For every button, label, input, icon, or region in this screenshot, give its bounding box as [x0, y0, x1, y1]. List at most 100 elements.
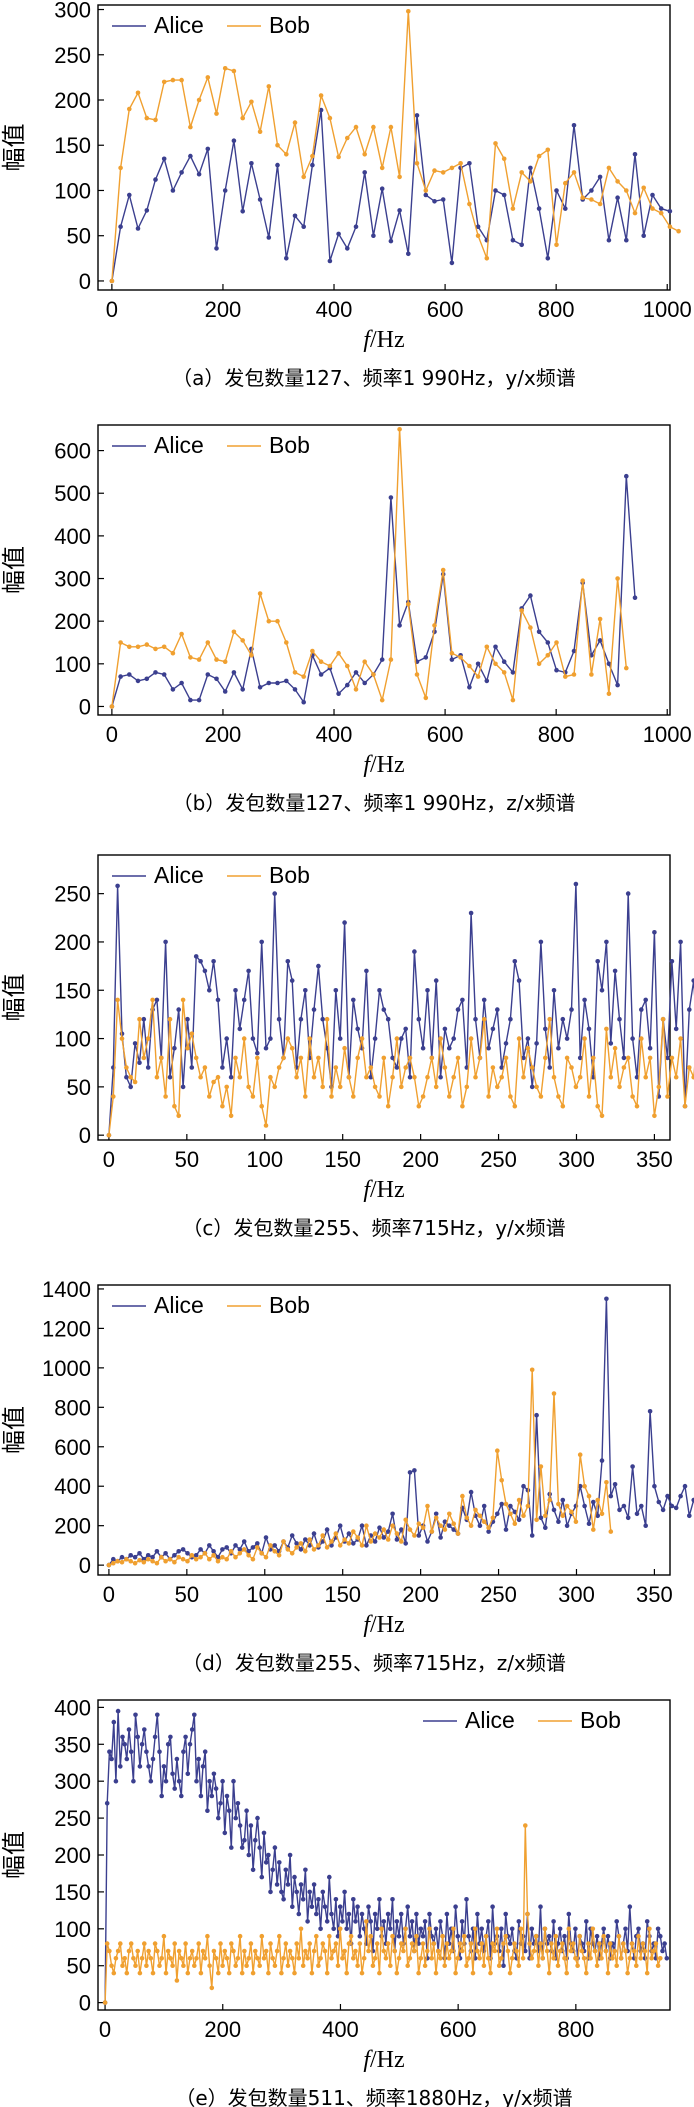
data-point-bob — [660, 1016, 666, 1022]
data-point-alice — [359, 1911, 365, 1917]
data-point-bob — [595, 1497, 600, 1503]
data-point-alice — [137, 1551, 142, 1556]
data-point-bob — [582, 1483, 587, 1489]
data-point-alice — [303, 1537, 308, 1542]
x-tick-label: 600 — [427, 297, 464, 322]
data-point-alice — [438, 1535, 443, 1540]
data-point-bob — [597, 616, 603, 622]
data-point-alice — [516, 1517, 522, 1523]
data-point-alice — [233, 1543, 238, 1548]
data-point-bob — [554, 640, 559, 645]
data-point-bob — [573, 1084, 579, 1090]
data-point-bob — [231, 68, 237, 74]
data-point-bob — [345, 135, 350, 141]
data-point-alice — [353, 1919, 358, 1924]
data-point-alice — [623, 1926, 628, 1932]
data-point-bob — [364, 1919, 369, 1924]
y-tick-label: 100 — [54, 652, 91, 677]
data-point-bob — [656, 1084, 662, 1090]
data-point-alice — [390, 1511, 395, 1517]
data-point-bob — [207, 1556, 212, 1562]
data-point-bob — [372, 1084, 378, 1090]
x-tick-label: 600 — [440, 2017, 477, 2042]
data-point-alice — [399, 1036, 404, 1041]
data-point-alice — [185, 1551, 190, 1556]
data-point-bob — [215, 1558, 221, 1564]
data-point-bob — [651, 1948, 657, 1954]
data-point-alice — [289, 978, 295, 983]
x-tick-label: 200 — [204, 2017, 241, 2042]
data-point-bob — [287, 1948, 293, 1954]
data-point-alice — [194, 1778, 199, 1784]
data-point-alice — [170, 188, 176, 193]
data-point-bob — [272, 1963, 278, 1968]
x-tick-label: 350 — [636, 1147, 673, 1172]
data-point-alice — [314, 1911, 319, 1917]
data-point-alice — [422, 1919, 428, 1924]
data-point-bob — [493, 141, 498, 146]
data-point-bob — [368, 1933, 374, 1939]
data-point-bob — [440, 170, 446, 175]
data-point-bob — [372, 1531, 378, 1536]
data-point-bob — [451, 1521, 457, 1526]
data-point-bob — [241, 1547, 247, 1552]
data-point-bob — [193, 1556, 199, 1562]
data-point-alice — [289, 1533, 295, 1538]
data-point-bob — [669, 1055, 675, 1061]
data-point-bob — [534, 1517, 539, 1523]
data-point-alice — [665, 1055, 670, 1061]
data-point-bob — [240, 115, 245, 121]
data-point-alice — [545, 640, 551, 645]
data-point-bob — [440, 1933, 445, 1939]
data-point-alice — [128, 1553, 133, 1558]
data-point-alice — [597, 638, 603, 643]
data-point-alice — [486, 1529, 491, 1534]
data-point-alice — [346, 1911, 352, 1917]
data-point-alice — [311, 1882, 317, 1887]
data-point-bob — [420, 1941, 426, 1946]
data-point-bob — [372, 1956, 378, 1961]
data-point-bob — [150, 1558, 155, 1564]
y-tick-label: 400 — [54, 1695, 91, 1720]
data-point-bob — [137, 1970, 143, 1976]
data-point-alice — [534, 1041, 539, 1046]
data-point-bob — [233, 1055, 238, 1061]
chart-caption: （e）发包数量511、频率1880Hz，y/x频谱 — [175, 2086, 572, 2107]
data-point-alice — [277, 1860, 282, 1865]
data-point-bob — [176, 1948, 182, 1954]
data-point-alice — [357, 1933, 363, 1939]
data-point-bob — [235, 1956, 241, 1961]
data-point-bob — [464, 1515, 470, 1521]
data-point-bob — [216, 1970, 221, 1976]
data-point-bob — [141, 1559, 147, 1565]
data-point-bob — [467, 663, 472, 669]
data-point-bob — [412, 1533, 417, 1538]
data-point-alice — [152, 1734, 158, 1740]
data-point-bob — [135, 1948, 140, 1954]
data-point-alice — [176, 1007, 181, 1012]
data-point-bob — [346, 1541, 352, 1546]
data-point-bob — [111, 1970, 117, 1976]
data-point-bob — [594, 1963, 600, 1968]
data-point-alice — [556, 1045, 561, 1051]
data-point-bob — [691, 1074, 694, 1080]
y-tick-label: 400 — [54, 1474, 91, 1499]
data-point-bob — [179, 1956, 184, 1961]
data-point-alice — [266, 235, 272, 240]
data-point-bob — [198, 1970, 204, 1976]
data-point-bob — [414, 672, 420, 677]
y-tick-label: 300 — [54, 567, 91, 592]
x-axis-title: f/Hz — [363, 1612, 404, 1638]
data-point-bob — [519, 608, 524, 613]
data-point-alice — [381, 1535, 387, 1540]
data-point-alice — [379, 186, 385, 191]
data-point-bob — [161, 644, 167, 650]
data-point-alice — [606, 237, 612, 243]
data-point-bob — [653, 1941, 659, 1946]
data-point-bob — [294, 1074, 299, 1080]
data-point-alice — [305, 1919, 310, 1924]
x-tick-label: 100 — [246, 1147, 283, 1172]
data-point-bob — [250, 1556, 256, 1562]
data-point-bob — [364, 1523, 369, 1528]
data-point-alice — [167, 1074, 173, 1080]
